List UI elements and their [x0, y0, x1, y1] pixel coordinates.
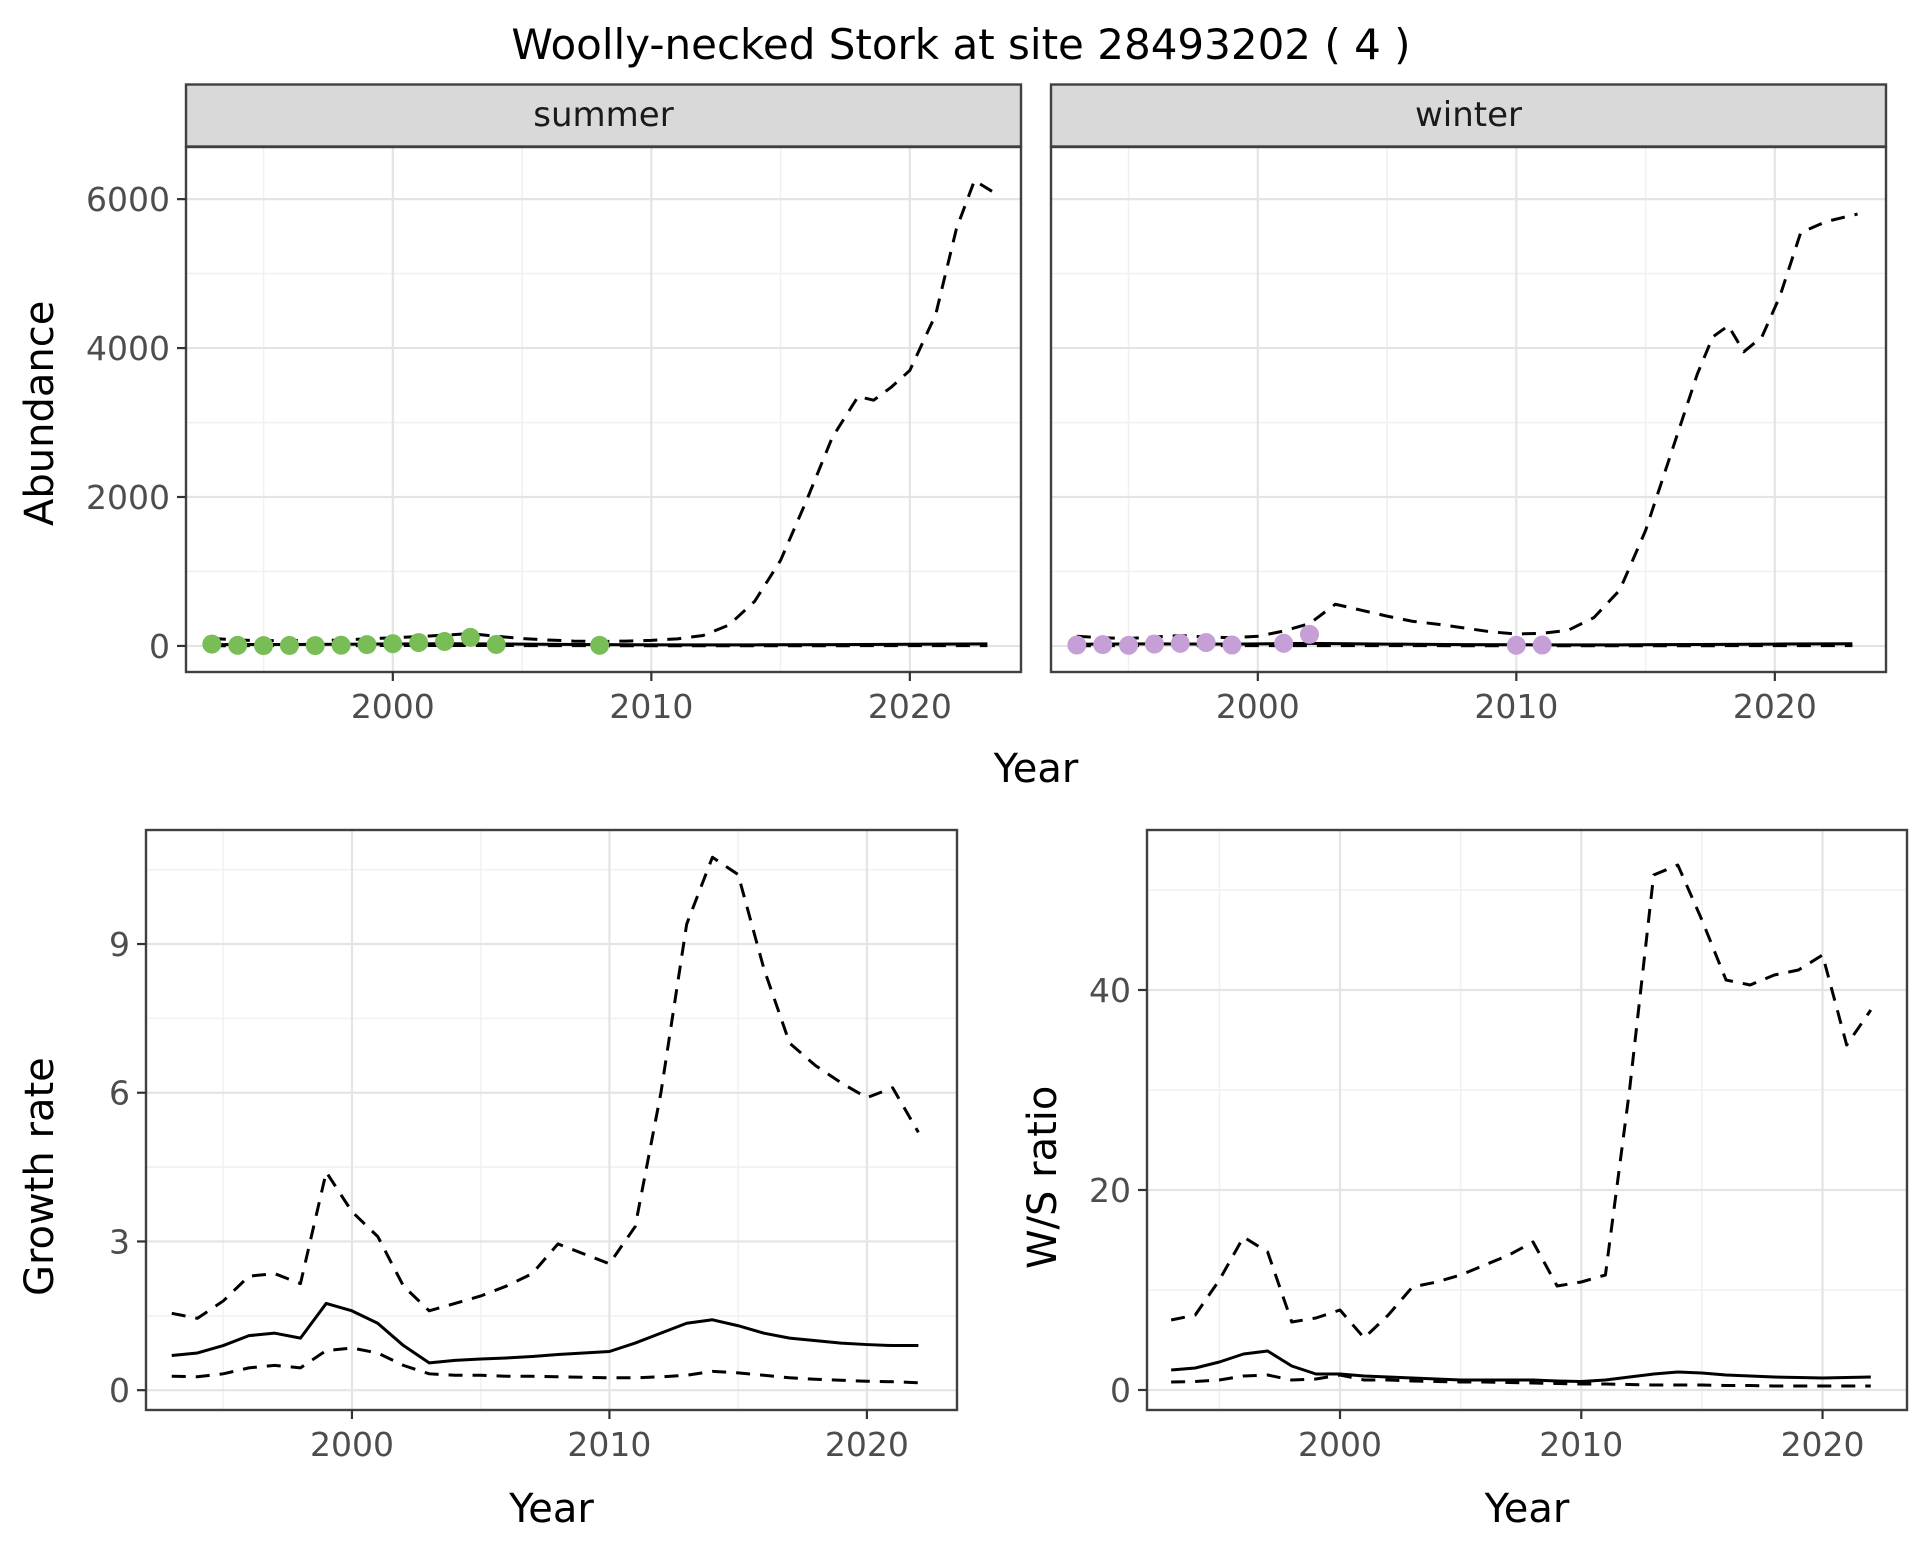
ws-x-axis-label: Year	[1484, 1486, 1570, 1532]
chart-title: Woolly-necked Stork at site 28493202 ( 4…	[511, 20, 1411, 69]
abundance-row: Abundance summer 2000 2010 2020 0 2000 4000 600…	[14, 83, 1920, 744]
svg-text:2010: 2010	[567, 1425, 651, 1464]
svg-text:4000: 4000	[86, 329, 170, 368]
svg-text:6: 6	[109, 1074, 130, 1113]
svg-text:2000: 2000	[86, 478, 170, 517]
svg-text:40: 40	[1089, 971, 1131, 1010]
svg-text:2020: 2020	[1781, 1425, 1865, 1464]
svg-text:2000: 2000	[1298, 1425, 1382, 1464]
winter-abundance-chart: winter 2000 2010 2020	[1049, 83, 1888, 726]
growth-rate-axis-label: Growth rate	[17, 1057, 63, 1297]
derived-metrics-row: Growth rate 2000 2010 2020 0 3 6 9 Year W/S ra…	[14, 822, 1920, 1532]
abundance-axis-label: Abundance	[17, 300, 63, 527]
ws-ratio-axis-label: W/S ratio	[1020, 1085, 1066, 1269]
svg-text:2000: 2000	[1216, 687, 1300, 726]
svg-text:2020: 2020	[825, 1425, 909, 1464]
svg-text:0: 0	[149, 627, 170, 666]
svg-text:0: 0	[1110, 1371, 1131, 1410]
growth-rate-chart: 2000 2010 2020 0 3 6 9	[109, 828, 959, 1464]
svg-text:20: 20	[1089, 1171, 1131, 1210]
growth-rate-subplot: Growth rate 2000 2010 2020 0 3 6 9 Year	[14, 822, 967, 1532]
svg-text:summer: summer	[533, 95, 673, 135]
svg-text:2000: 2000	[351, 687, 435, 726]
top-x-axis-label: Year	[993, 746, 1079, 792]
svg-text:9: 9	[109, 925, 130, 964]
svg-text:2010: 2010	[1539, 1425, 1623, 1464]
ws-ratio-chart: 2000 2010 2020 0 20 40	[1089, 828, 1909, 1464]
svg-text:2010: 2010	[609, 687, 693, 726]
svg-text:winter: winter	[1415, 95, 1522, 135]
svg-text:3: 3	[109, 1222, 130, 1261]
svg-text:0: 0	[109, 1371, 130, 1410]
growth-x-axis-label: Year	[509, 1486, 594, 1532]
svg-text:2010: 2010	[1474, 687, 1558, 726]
svg-text:2020: 2020	[1733, 687, 1817, 726]
svg-text:2000: 2000	[310, 1425, 394, 1464]
ws-ratio-subplot: W/S ratio 2000 2010 2020 0 20 40 Year	[1017, 822, 1919, 1532]
summer-abundance-chart: summer 2000 2010 2020 0 2000 4000 6000	[86, 83, 1023, 726]
svg-text:6000: 6000	[86, 180, 170, 219]
svg-text:2020: 2020	[868, 687, 952, 726]
